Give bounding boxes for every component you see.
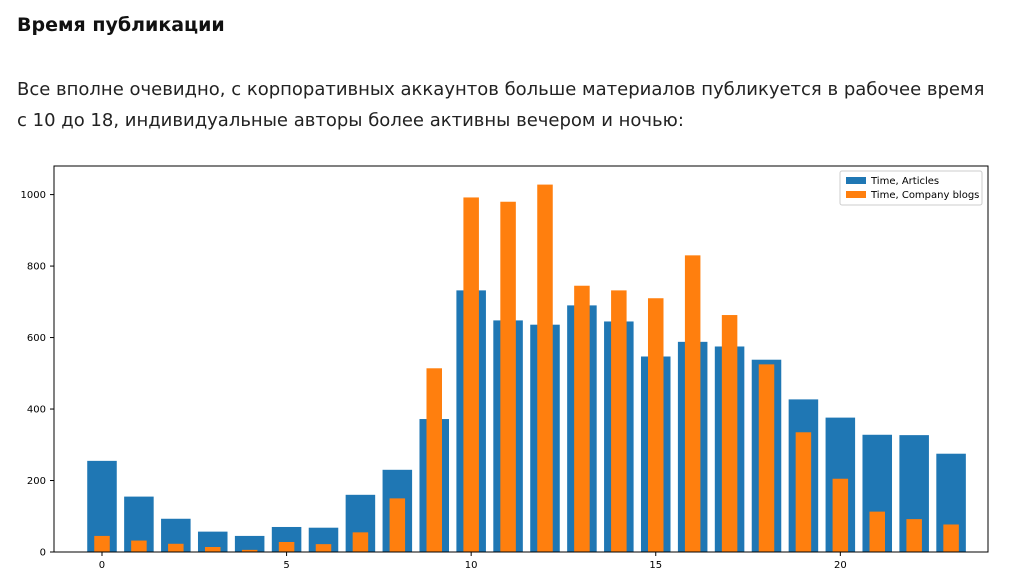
legend: Time, Articles Time, Company blogs (839, 170, 983, 206)
bar-company-blogs-20 (832, 478, 849, 552)
bar-company-blogs-2 (168, 543, 184, 552)
x-tick-label-5: 5 (283, 560, 289, 571)
y-tick-label-400: 400 (27, 405, 46, 416)
legend-swatch-articles (846, 177, 866, 184)
legend-swatch-company-blogs (846, 191, 866, 198)
plot-frame (53, 165, 989, 553)
section-heading: Время публикации (17, 14, 225, 36)
bar-company-blogs-11 (500, 201, 516, 553)
legend-label-articles: Time, Articles (870, 176, 939, 187)
bar-company-blogs-22 (906, 519, 922, 552)
x-axis: 0 5 10 15 20 (99, 552, 847, 571)
legend-box (839, 170, 983, 206)
bar-company-blogs-1 (131, 540, 147, 552)
bar-company-blogs-21 (869, 511, 886, 552)
x-tick-label-20: 20 (834, 560, 847, 571)
y-tick-label-200: 200 (27, 476, 46, 487)
publication-time-chart: 0 5 10 15 20 0 200 400 600 800 1000 Time, Article… (21, 165, 989, 571)
bar-company-blogs-8 (389, 498, 406, 552)
bar-company-blogs-5 (278, 541, 295, 552)
y-axis: 0 200 400 600 800 1000 (21, 190, 54, 559)
y-tick-label-1000: 1000 (21, 190, 46, 201)
bar-company-blogs-18 (758, 364, 775, 552)
x-tick-label-0: 0 (99, 560, 105, 571)
legend-label-company-blogs: Time, Company blogs (870, 190, 979, 201)
y-tick-label-0: 0 (40, 548, 46, 559)
bar-company-blogs-7 (352, 532, 369, 552)
bar-company-blogs-4 (241, 549, 258, 552)
bar-company-blogs-23 (943, 524, 959, 552)
bar-articles-3 (197, 531, 228, 552)
bar-company-blogs-9 (426, 368, 442, 552)
bar-company-blogs-0 (94, 535, 110, 552)
bar-company-blogs-15 (647, 298, 664, 552)
x-tick-label-10: 10 (465, 560, 478, 571)
y-tick-label-600: 600 (27, 333, 46, 344)
bar-articles-4 (234, 535, 265, 552)
bar-company-blogs-14 (611, 290, 627, 552)
company-blogs-bars (94, 184, 959, 553)
bar-company-blogs-3 (204, 547, 221, 552)
y-tick-label-800: 800 (27, 262, 46, 273)
x-tick-label-15: 15 (649, 560, 662, 571)
bar-company-blogs-16 (684, 255, 701, 552)
bar-company-blogs-12 (537, 184, 553, 552)
bar-company-blogs-19 (795, 432, 812, 552)
bar-company-blogs-6 (315, 544, 332, 552)
article-paragraph: Все вполне очевидно, с корпоративных акк… (17, 79, 985, 131)
bar-company-blogs-10 (463, 197, 479, 552)
bar-company-blogs-13 (574, 285, 590, 552)
bar-company-blogs-17 (721, 315, 738, 552)
